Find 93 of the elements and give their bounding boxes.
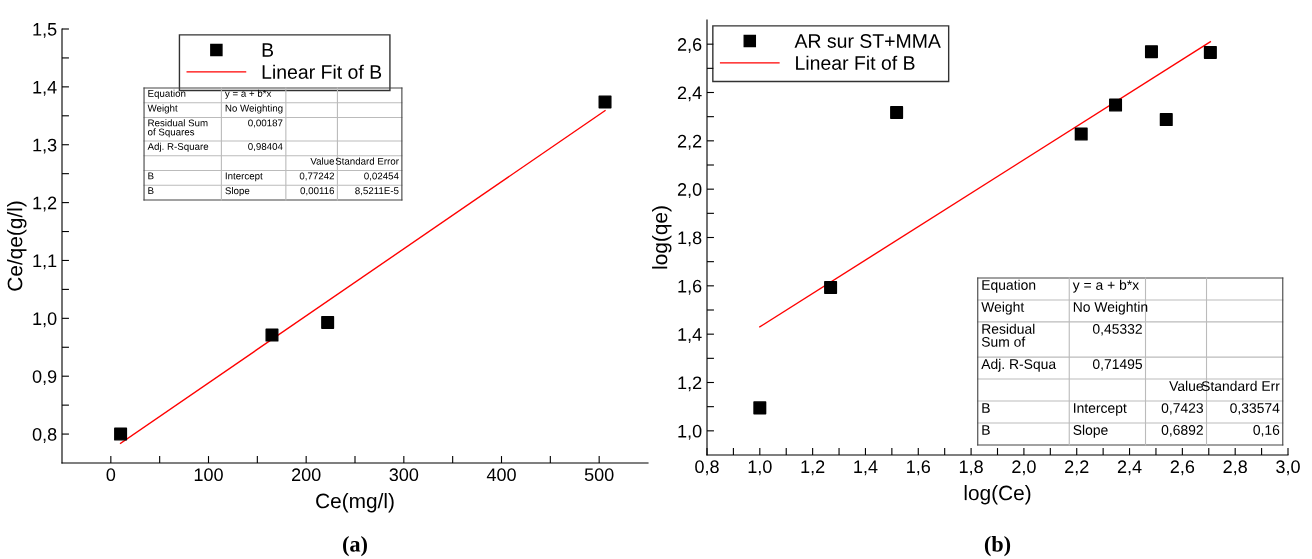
point: [1144, 45, 1158, 59]
y-tick-label: 1,4: [678, 328, 702, 344]
x-tick-label: 500: [584, 468, 614, 482]
x-tick-label: 2,0: [1012, 460, 1036, 476]
point: [321, 315, 335, 329]
annotation: No Weighting: [225, 104, 283, 114]
annotation: B: [982, 403, 990, 413]
x-tick-label: 1,4: [854, 460, 878, 476]
point: [753, 401, 767, 415]
legend-label: AR sur ST+MMA: [794, 34, 941, 48]
annotation: y = a + b*x: [1072, 279, 1139, 293]
x-tick-label: 2,8: [1223, 460, 1247, 476]
x-tick-label: 1,0: [748, 460, 772, 476]
annotation: Slope: [225, 187, 250, 197]
annotation: Standard Error: [335, 157, 399, 165]
annotation: Weight: [981, 301, 1025, 315]
x-axis-title: Ce(mg/l): [316, 493, 394, 513]
y-axis-title: Ce/qe(g/l): [7, 201, 27, 291]
point: [1203, 45, 1217, 59]
y-tick-label: 1,8: [678, 231, 702, 247]
y-tick-label: 0,8: [32, 428, 57, 443]
point: [1074, 127, 1088, 141]
text: (a): [343, 536, 367, 557]
annotation: Value: [1169, 380, 1203, 391]
x-tick-label: 300: [389, 468, 419, 482]
point: [598, 95, 612, 109]
annotation: 0,00116: [300, 187, 335, 196]
x-tick-label: 0: [106, 468, 116, 482]
annotation: Standard Err: [1201, 380, 1280, 391]
point: [824, 281, 838, 295]
annotation: Equation: [148, 89, 186, 99]
text: (b): [984, 536, 1011, 557]
y-tick-label: 1,2: [33, 196, 57, 212]
annotation: Weight: [147, 104, 178, 114]
y-axis-title: log(qe): [652, 206, 672, 269]
annotation: B: [982, 425, 990, 435]
point: [265, 328, 279, 342]
x-tick-label: 2,4: [1117, 460, 1142, 476]
y-tick-label: 2,0: [677, 183, 702, 199]
x-tick-label: 1,8: [959, 460, 983, 476]
annotation: 0,7423: [1161, 403, 1203, 415]
x-tick-label: 1,6: [907, 460, 931, 476]
x-tick-label: 200: [292, 468, 321, 482]
y-tick-label: 1,4: [33, 80, 57, 96]
annotation: Adj. R-Squa: [981, 358, 1057, 372]
annotation: Equation: [982, 279, 1036, 293]
y-tick-label: 1,0: [33, 312, 57, 328]
y-tick-label: 1,5: [33, 23, 57, 38]
x-tick-label: 100: [194, 468, 223, 482]
x-tick-label: 3,0: [1276, 460, 1300, 476]
y-tick-label: 1,0: [678, 424, 702, 440]
annotation: Residual Sum of Squares: [147, 119, 208, 138]
annotation: 8,5211E-5: [355, 187, 399, 196]
annotation: Slope: [1073, 424, 1108, 438]
point: [114, 427, 128, 441]
annotation: Intercept: [1074, 403, 1127, 416]
x-tick-label: 1,2: [801, 460, 825, 476]
annotation: No Weightin: [1073, 301, 1148, 315]
x-tick-label: 400: [486, 468, 516, 482]
annotation: 0,98404: [248, 143, 283, 152]
annotation: 0,6892: [1161, 425, 1203, 437]
annotation: 0,33574: [1230, 403, 1280, 415]
y-tick-label: 2,2: [677, 134, 702, 150]
annotation: Value: [310, 157, 335, 165]
annotation: Adj. R-Square: [147, 142, 209, 152]
x-tick-label: 0,8: [695, 460, 719, 476]
point: [890, 106, 904, 120]
y-tick-label: 2,6: [677, 38, 702, 54]
annotation: y = a + b*x: [224, 89, 272, 99]
annotation: 0,45332: [1092, 324, 1142, 336]
y-tick-label: 1,6: [678, 279, 702, 295]
annotation: B: [148, 172, 154, 180]
legend-label: B: [262, 43, 274, 57]
y-tick-label: 2,4: [677, 86, 702, 102]
y-tick-label: 1,3: [33, 138, 57, 154]
annotation: B: [148, 187, 154, 195]
annotation: 0,71495: [1092, 359, 1143, 371]
x-tick-label: 2,2: [1065, 460, 1089, 476]
y-tick-label: 0,9: [32, 370, 57, 386]
y-tick-label: 1,2: [678, 376, 702, 392]
point: [1109, 98, 1123, 112]
legend-label: Linear Fit of B: [262, 64, 382, 79]
legend-label: Linear Fit of B: [796, 55, 915, 70]
annotation: 0,77242: [299, 172, 335, 181]
point: [1159, 113, 1173, 127]
annotation: 0,02454: [364, 172, 399, 181]
x-axis-title: log(Ce): [964, 485, 1031, 505]
y-tick-label: 1,1: [33, 254, 57, 270]
annotation: 0,16: [1253, 425, 1280, 437]
annotation: 0,00187: [248, 119, 283, 128]
annotation: Intercept: [225, 172, 263, 182]
annotation: Residual Sum of: [981, 323, 1035, 347]
x-tick-label: 2,6: [1170, 460, 1195, 476]
